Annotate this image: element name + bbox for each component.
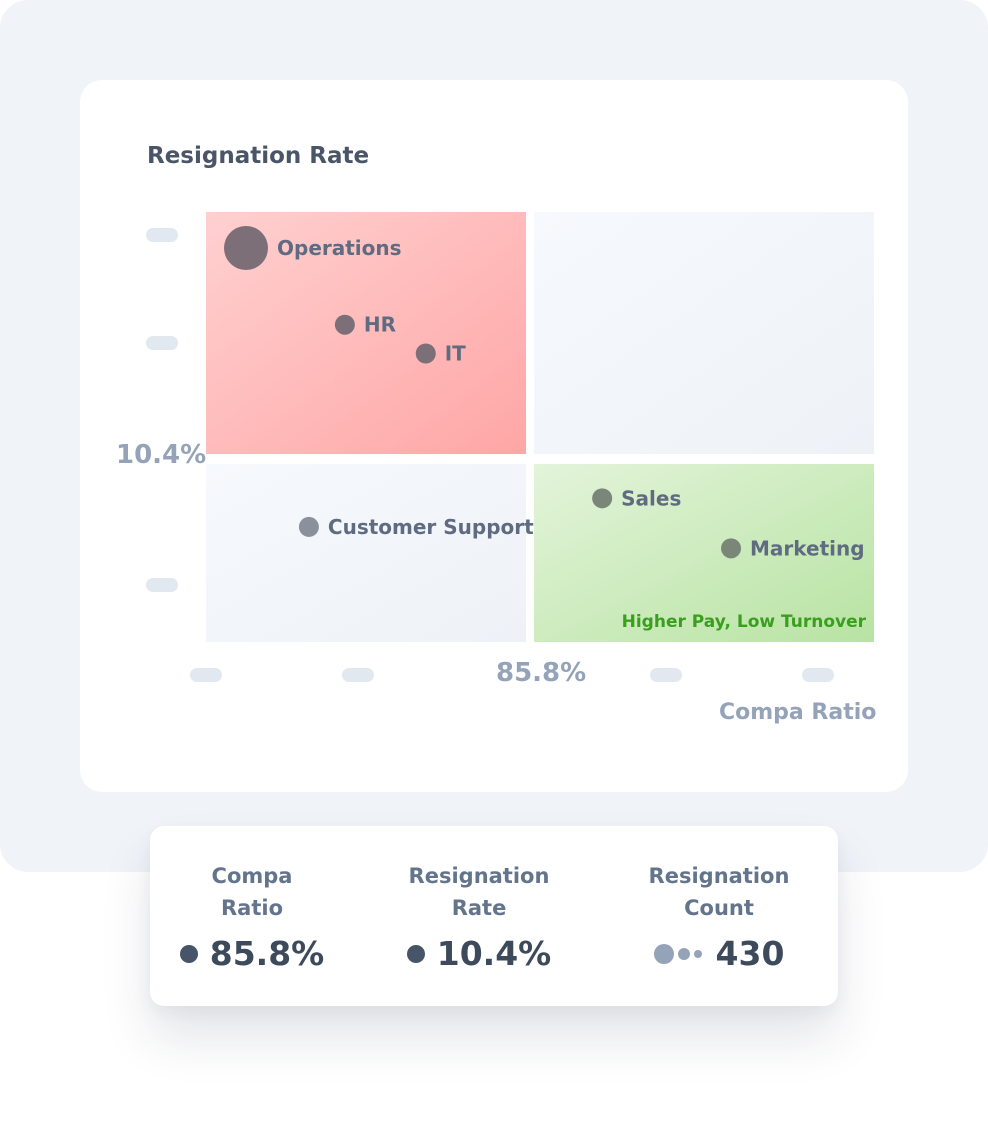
quadrant-bottom-left: [206, 464, 526, 642]
dot-icon: [179, 944, 198, 963]
y-median-label: 10.4%: [116, 440, 207, 470]
legend-panel: Compa Ratio 85.8% Resignation Rate 10.4%…: [150, 826, 838, 1006]
point-it[interactable]: [415, 343, 436, 364]
point-operations[interactable]: [224, 226, 268, 270]
legend-compa: Compa Ratio 85.8%: [172, 860, 332, 973]
dot-icon: [406, 944, 425, 963]
x-axis-title: Compa Ratio: [719, 700, 877, 725]
size-scale-icon: [653, 943, 706, 964]
x-tick-placeholder: [190, 668, 222, 682]
point-label: HR: [364, 313, 396, 337]
y-tick-placeholder: [146, 336, 178, 350]
legend-count-value: 430: [715, 934, 785, 973]
legend-compa-value: 85.8%: [209, 934, 325, 973]
point-label: IT: [445, 342, 466, 366]
legend-rate: Resignation Rate 10.4%: [399, 860, 559, 973]
legend-count-label: Resignation Count: [648, 864, 790, 920]
x-tick-placeholder: [802, 668, 834, 682]
x-median-label: 85.8%: [496, 658, 587, 688]
point-marketing[interactable]: [721, 538, 742, 559]
data-points: Operations HR IT Customer Support Sales Marke…: [224, 226, 865, 560]
legend-rate-label: Resignation Rate: [408, 864, 550, 920]
legend-rate-value: 10.4%: [436, 934, 552, 973]
x-tick-placeholder: [342, 668, 374, 682]
point-label: Marketing: [750, 536, 865, 560]
point-customer-support[interactable]: [298, 516, 319, 537]
legend-count: Resignation Count 430: [639, 860, 799, 973]
chart-title: Resignation Rate: [147, 143, 370, 169]
quadrant-annotation: Higher Pay, Low Turnover: [622, 612, 867, 632]
point-hr[interactable]: [334, 314, 355, 335]
point-label: Sales: [621, 486, 681, 510]
point-sales[interactable]: [592, 488, 613, 509]
point-label: Operations: [277, 236, 402, 260]
quadrant-top-right: [534, 212, 874, 454]
quadrant-bottom-right: [534, 464, 874, 642]
y-tick-placeholder: [146, 228, 178, 242]
legend-compa-label: Compa Ratio: [211, 864, 293, 920]
y-tick-placeholder: [146, 578, 178, 592]
point-label: Customer Support: [328, 515, 534, 539]
x-tick-placeholder: [650, 668, 682, 682]
